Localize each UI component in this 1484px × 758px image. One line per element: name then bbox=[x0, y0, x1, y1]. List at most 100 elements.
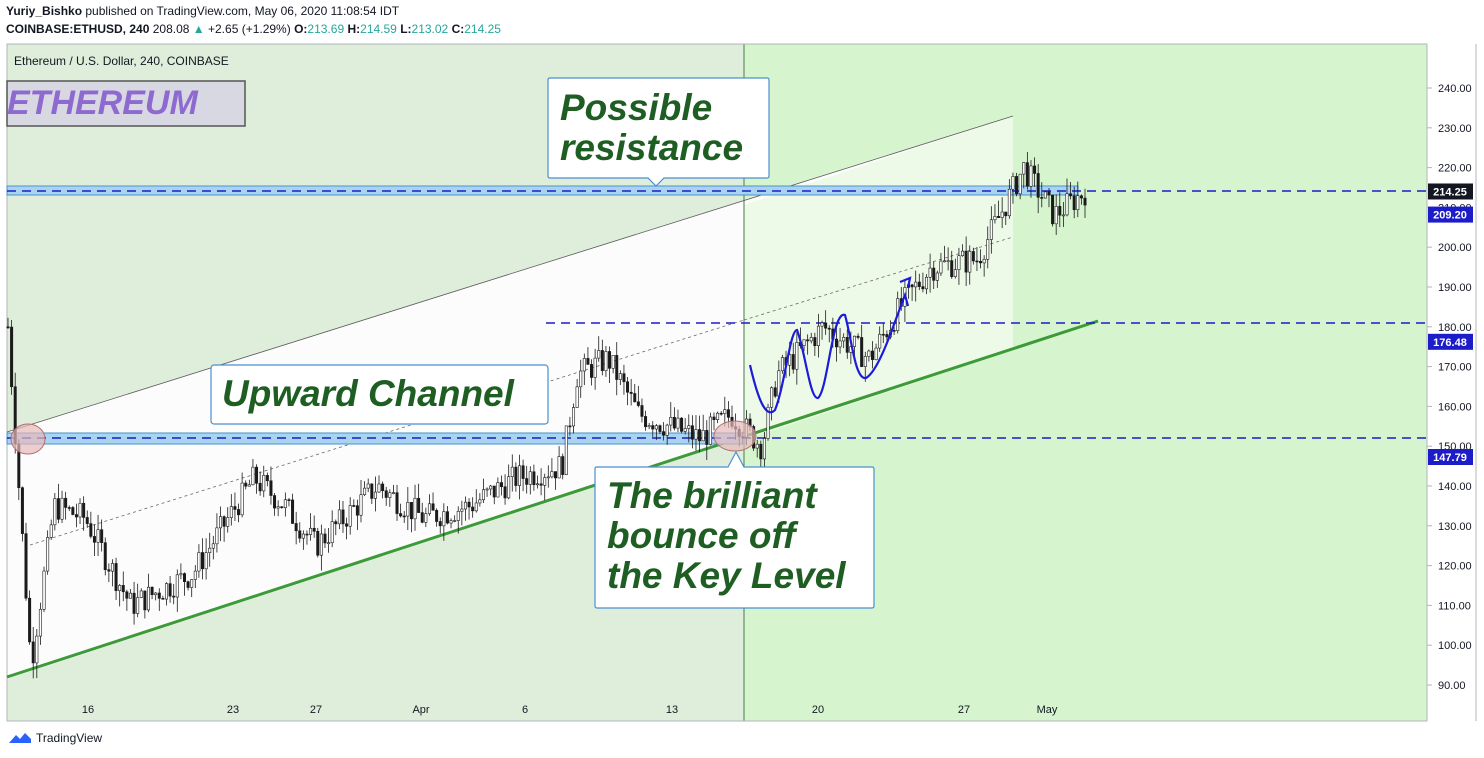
candle-body bbox=[791, 354, 795, 370]
candle-body bbox=[38, 609, 42, 637]
candle-body bbox=[352, 505, 356, 507]
channel-lower-trendline[interactable] bbox=[6, 319, 1099, 679]
candle-body bbox=[910, 284, 914, 288]
candle-body bbox=[705, 430, 709, 445]
up-arrow-icon: ▲ bbox=[192, 22, 205, 36]
y-tick-label: 110.00 bbox=[1438, 600, 1471, 612]
candle-body bbox=[928, 267, 932, 278]
candle-body bbox=[478, 499, 482, 504]
publish-info: Yuriy_Bishko published on TradingView.co… bbox=[6, 4, 399, 18]
candle-body bbox=[197, 552, 201, 572]
candle-body bbox=[341, 509, 345, 525]
candle-body bbox=[273, 495, 277, 509]
candle-body bbox=[287, 499, 291, 502]
close-value: 214.25 bbox=[464, 22, 501, 36]
x-tick-label: 23 bbox=[227, 704, 239, 716]
y-tick-label: 160.00 bbox=[1438, 401, 1472, 413]
candle-body bbox=[294, 523, 298, 532]
high-value: 214.59 bbox=[360, 22, 397, 36]
candle-body bbox=[989, 219, 993, 240]
candle-body bbox=[860, 337, 864, 367]
candle-body bbox=[20, 487, 24, 534]
candle-body bbox=[723, 409, 727, 415]
candle-body bbox=[157, 592, 161, 599]
candle-body bbox=[460, 508, 464, 512]
author-name[interactable]: Yuriy_Bishko bbox=[6, 4, 83, 18]
candle-body bbox=[499, 482, 503, 488]
candle-body bbox=[698, 429, 702, 442]
candle-body bbox=[669, 416, 673, 426]
candle-body bbox=[359, 494, 363, 516]
candle-body bbox=[806, 339, 810, 342]
candle-body bbox=[672, 416, 676, 429]
candle-body bbox=[759, 443, 763, 460]
last-price: 208.08 bbox=[152, 22, 190, 36]
last-price-badge bbox=[1428, 183, 1473, 200]
channel-callout[interactable] bbox=[210, 364, 549, 425]
channel-upper-line[interactable] bbox=[6, 115, 1014, 433]
resistance-callout[interactable] bbox=[547, 77, 770, 187]
y-tick-label: 170.00 bbox=[1438, 362, 1472, 374]
bounce-callout[interactable] bbox=[594, 450, 875, 609]
candle-body bbox=[1029, 165, 1033, 187]
candle-body bbox=[1079, 195, 1083, 199]
candle-body bbox=[575, 386, 579, 408]
candle-body bbox=[813, 337, 817, 347]
candle-body bbox=[1033, 165, 1037, 174]
candle-body bbox=[291, 499, 295, 524]
candle-body bbox=[363, 487, 367, 496]
candle-body bbox=[107, 569, 111, 572]
candle-body bbox=[543, 477, 547, 486]
candle-body bbox=[211, 543, 215, 549]
candle-body bbox=[802, 339, 806, 346]
candle-body bbox=[961, 250, 965, 257]
candle-body bbox=[395, 492, 399, 514]
candle-body bbox=[626, 381, 630, 393]
candle-body bbox=[201, 552, 205, 570]
candle-body bbox=[647, 425, 651, 428]
candle-body bbox=[413, 497, 417, 520]
channel-fill-right bbox=[744, 116, 1013, 440]
price-axis[interactable]: 90.00100.00110.00120.00130.00140.00150.0… bbox=[1427, 83, 1472, 692]
candle-body bbox=[557, 456, 561, 479]
candle-body bbox=[719, 412, 723, 415]
candle-body bbox=[579, 370, 583, 388]
candle-body bbox=[276, 506, 280, 509]
candle-body bbox=[510, 466, 514, 477]
candle-body bbox=[409, 502, 413, 520]
candle-body bbox=[953, 269, 957, 278]
candle-body bbox=[885, 334, 889, 338]
candle-body bbox=[539, 483, 543, 486]
candle-body bbox=[834, 338, 838, 348]
x-tick-label: 13 bbox=[666, 704, 678, 716]
resistance-text-line2: resistance bbox=[560, 127, 743, 168]
time-axis[interactable]: 16 23 27 Apr 6 13 20 27 May bbox=[82, 704, 1058, 716]
logo-box bbox=[6, 80, 246, 127]
candle-body bbox=[85, 517, 89, 524]
tradingview-brand[interactable]: TradingView bbox=[36, 731, 103, 745]
y-tick-label: 130.00 bbox=[1438, 521, 1472, 533]
candle-body bbox=[89, 523, 93, 537]
candle-body bbox=[528, 471, 532, 485]
close-label: C: bbox=[451, 22, 465, 36]
candle-body bbox=[28, 597, 32, 643]
candle-body bbox=[435, 509, 439, 522]
candle-body bbox=[175, 574, 179, 598]
candle-body bbox=[431, 503, 435, 511]
candle-body bbox=[463, 501, 467, 510]
candle-body bbox=[762, 438, 766, 460]
candle-body bbox=[456, 510, 460, 521]
candle-body bbox=[680, 417, 684, 432]
candle-body bbox=[323, 533, 327, 544]
resistance-zone-box[interactable] bbox=[6, 185, 1079, 196]
candle-body bbox=[49, 524, 53, 538]
candle-body bbox=[1015, 176, 1019, 195]
level-price-label: 176.48 bbox=[1433, 337, 1467, 349]
candle-body bbox=[870, 350, 874, 360]
candle-body bbox=[842, 337, 846, 342]
candle-body bbox=[946, 260, 950, 262]
last-price-label: 214.25 bbox=[1433, 186, 1467, 198]
candle-body bbox=[788, 354, 792, 366]
candle-body bbox=[658, 425, 662, 432]
